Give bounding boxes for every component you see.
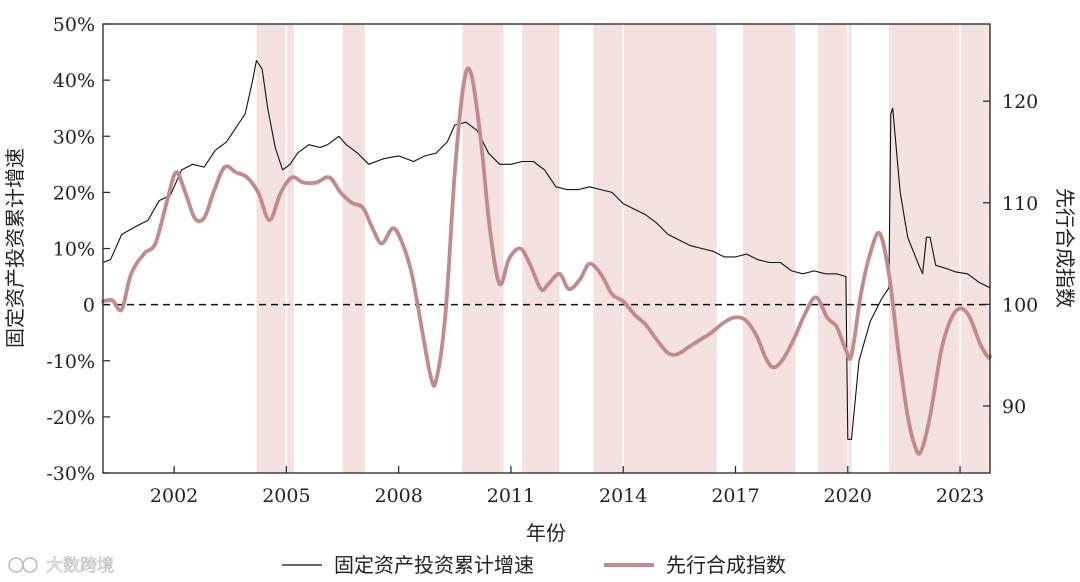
y-left-tick-label: 30% (53, 126, 95, 148)
y-left-tick-label: 0 (83, 295, 95, 317)
watermark-logo-icon (8, 557, 38, 573)
watermark-text: 大数跨境 (46, 556, 114, 576)
x-axis-title: 年份 (526, 521, 566, 545)
y-left-tick-label: -10% (46, 351, 95, 373)
y-left-tick-label: 50% (53, 14, 95, 36)
y-axis-left-title: 固定资产投资累计增速 (3, 148, 27, 348)
y-right-tick-label: 120 (1002, 91, 1038, 113)
legend-label-leading-index: 先行合成指数 (666, 553, 786, 577)
shaded-period-4 (593, 24, 717, 473)
y-left-tick-label: -30% (46, 463, 95, 485)
x-tick-label: 2008 (374, 485, 422, 507)
series-layer (101, 59, 992, 456)
x-tick-label: 2005 (262, 485, 310, 507)
shaded-period-0 (256, 24, 294, 473)
legend-label-investment: 固定资产投资累计增速 (334, 553, 534, 577)
y-left-tick-label: 10% (53, 239, 95, 261)
shaded-period-1 (342, 24, 365, 473)
shaded-period-5 (742, 24, 796, 473)
y-right-tick-label: 100 (1002, 294, 1038, 316)
x-tick-label: 2020 (824, 485, 872, 507)
shaded-periods (256, 24, 990, 473)
legend: 固定资产投资累计增速 先行合成指数 (282, 553, 786, 577)
x-tick-label: 2023 (936, 485, 984, 507)
shaded-period-2 (462, 24, 504, 473)
x-tick-label: 2014 (599, 485, 647, 507)
y-left-tick-label: 40% (53, 70, 95, 92)
tick-layer: 2002 2005 2008 2011 2014 2017 2020 2023 50% 40% 30… (46, 14, 1038, 507)
y-right-tick-label: 90 (1002, 396, 1026, 418)
y-axis-right-title: 先行合成指数 (1053, 188, 1077, 308)
series-line-leading-index (101, 66, 992, 456)
x-tick-label: 2011 (487, 485, 535, 507)
y-left-tick-label: -20% (46, 407, 95, 429)
shaded-period-3 (522, 24, 560, 473)
y-left-tick-label: 20% (53, 182, 95, 204)
y-right-tick-label: 110 (1002, 193, 1038, 215)
x-tick-label: 2002 (150, 485, 198, 507)
shaded-period-6 (817, 24, 852, 473)
series-line-investment-growth (102, 59, 991, 440)
watermark: 大数跨境 (8, 556, 114, 576)
x-tick-label: 2017 (711, 485, 759, 507)
